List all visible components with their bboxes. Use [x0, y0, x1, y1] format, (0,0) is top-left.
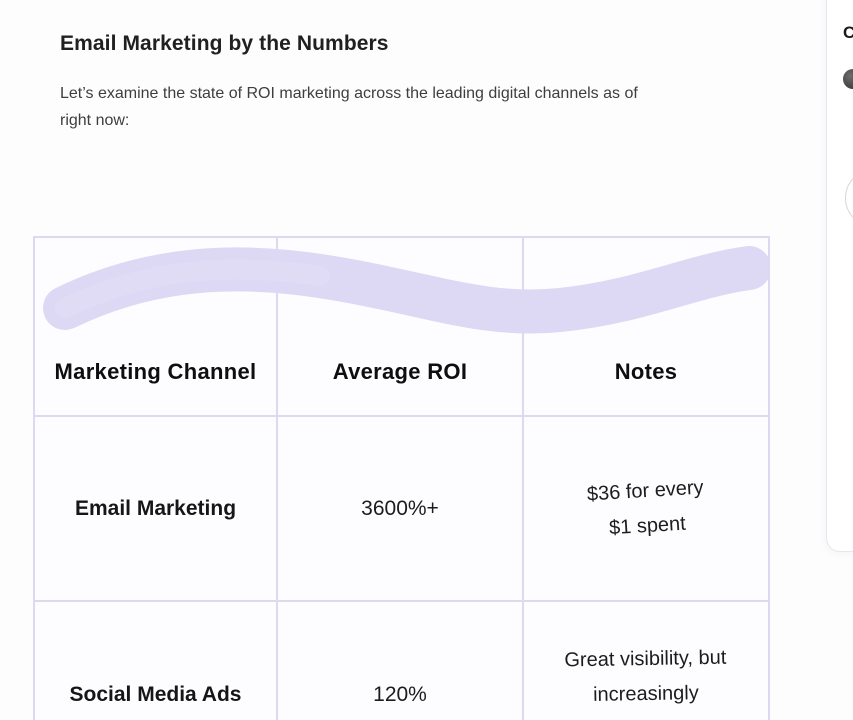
- article-content: Email Marketing by the Numbers Let’s exa…: [60, 30, 760, 134]
- article-intro: Let’s examine the state of ROI marketing…: [60, 80, 760, 134]
- table-cell-notes: $36 for every $1 spent: [524, 417, 768, 602]
- table-header-average-roi: Average ROI: [278, 238, 524, 417]
- article-intro-line: Let’s examine the state of ROI marketing…: [60, 85, 638, 102]
- side-panel: C: [826, 0, 853, 552]
- table-cell-channel: Social Media Ads: [35, 602, 278, 720]
- table-cell-channel: Email Marketing: [35, 417, 278, 602]
- table-cell-roi: 3600%+: [278, 417, 524, 602]
- table-header-marketing-channel: Marketing Channel: [35, 238, 278, 417]
- table-cell-notes: Great visibility, but increasingly expen…: [524, 602, 768, 720]
- article-heading: Email Marketing by the Numbers: [60, 32, 389, 55]
- notes-text: Great visibility, but increasingly expen…: [564, 646, 727, 720]
- table-header-notes: Notes: [524, 238, 768, 417]
- dark-circle-icon: [843, 69, 853, 89]
- article-intro-line: right now:: [60, 112, 130, 129]
- side-panel-partial-text: C: [843, 23, 853, 42]
- roi-comparison-table: Marketing Channel Average ROI Notes Emai…: [33, 236, 770, 720]
- notes-text: $36 for every $1 spent: [585, 475, 704, 539]
- partial-circle-button[interactable]: [845, 169, 853, 227]
- table-cell-roi: 120%: [278, 602, 524, 720]
